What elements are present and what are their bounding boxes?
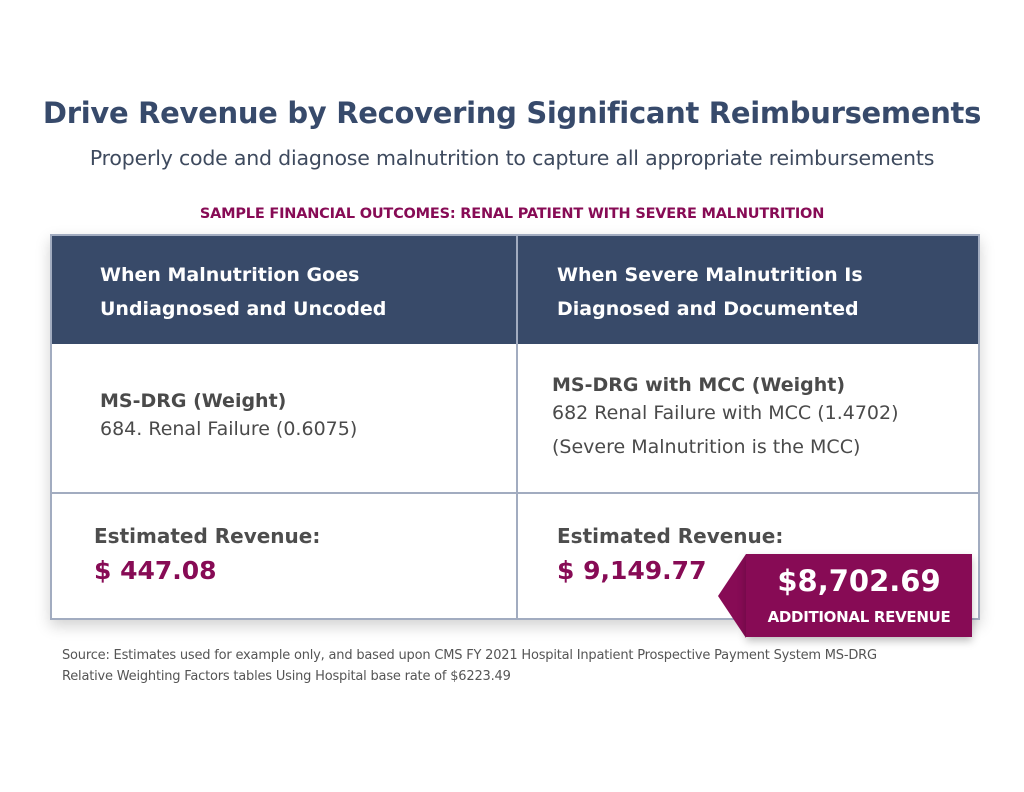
callout-amount: $8,702.69: [777, 564, 941, 598]
source-note: Source: Estimates used for example only,…: [62, 645, 962, 687]
row-divider: [52, 492, 978, 494]
drg-line: 682 Renal Failure with MCC (1.4702): [552, 402, 899, 424]
revenue-value-diagnosed: $ 9,149.77: [557, 556, 707, 585]
callout-label: ADDITIONAL REVENUE: [767, 608, 951, 626]
drg-cell-undiagnosed: MS-DRG (Weight) 684. Renal Failure (0.60…: [100, 390, 357, 446]
additional-revenue-callout: $8,702.69 ADDITIONAL REVENUE: [746, 554, 972, 637]
drg-line: (Severe Malnutrition is the MCC): [552, 436, 861, 458]
column-header-undiagnosed: When Malnutrition Goes Undiagnosed and U…: [100, 258, 386, 326]
drg-line: 684. Renal Failure (0.6075): [100, 418, 358, 440]
header-line: When Malnutrition Goes: [100, 264, 360, 286]
page-title: Drive Revenue by Recovering Significant …: [42, 96, 982, 130]
revenue-label-undiagnosed: Estimated Revenue:: [94, 524, 321, 548]
revenue-value-undiagnosed: $ 447.08: [94, 556, 217, 585]
callout-arrow: [718, 554, 746, 638]
header-line: When Severe Malnutrition Is: [557, 264, 863, 286]
column-divider: [516, 236, 518, 618]
source-line: Relative Weighting Factors tables Using …: [62, 669, 511, 684]
page-subtitle: Properly code and diagnose malnutrition …: [89, 146, 935, 170]
outcomes-table: When Malnutrition Goes Undiagnosed and U…: [50, 234, 980, 620]
drg-label: MS-DRG with MCC (Weight): [552, 374, 846, 396]
header-line: Diagnosed and Documented: [557, 298, 859, 320]
drg-label: MS-DRG (Weight): [100, 390, 287, 412]
table-header-row: [52, 236, 978, 344]
source-line: Source: Estimates used for example only,…: [62, 648, 877, 663]
column-header-diagnosed: When Severe Malnutrition Is Diagnosed an…: [557, 258, 863, 326]
header-line: Undiagnosed and Uncoded: [100, 298, 387, 320]
drg-cell-diagnosed: MS-DRG with MCC (Weight) 682 Renal Failu…: [552, 374, 899, 464]
section-label: SAMPLE FINANCIAL OUTCOMES: RENAL PATIENT…: [199, 206, 825, 222]
revenue-label-diagnosed: Estimated Revenue:: [557, 524, 784, 548]
